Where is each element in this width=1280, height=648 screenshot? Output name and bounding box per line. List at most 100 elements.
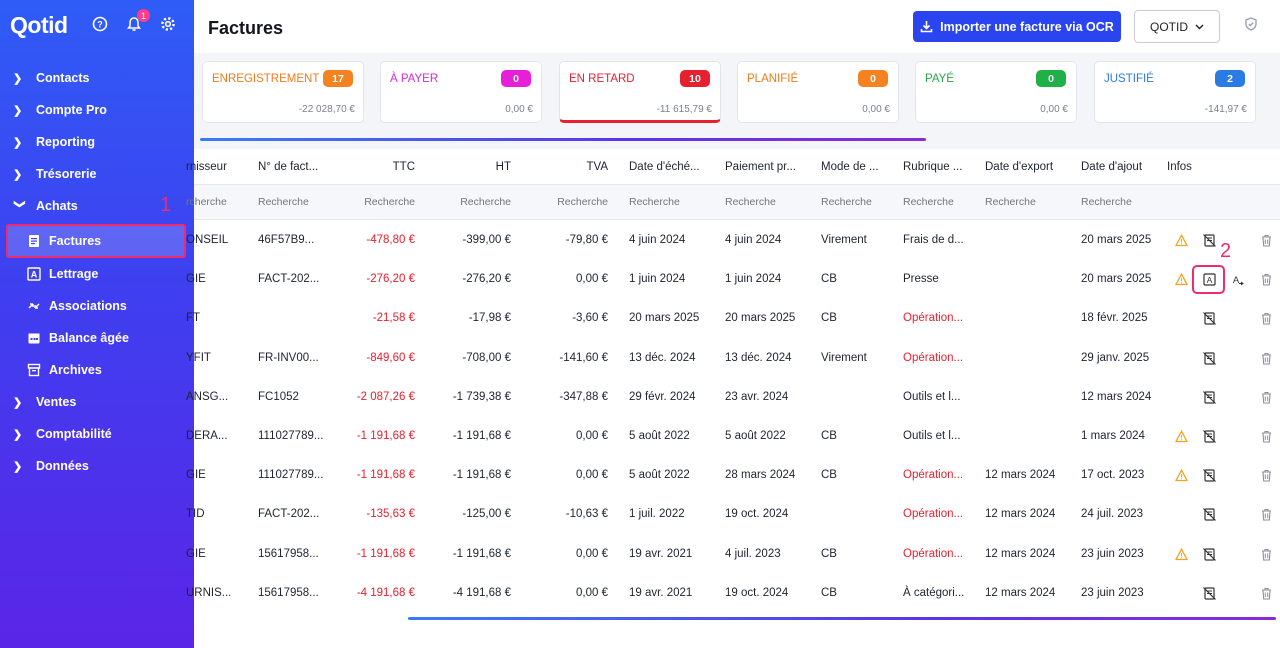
table-row[interactable]: GIE 15617958... -1 191,68 € -1 191,68 € 0,00… [186,535,1280,574]
trash-icon[interactable] [1260,430,1273,443]
column-header[interactable]: Infos [1167,161,1192,173]
sidebar-item-achats[interactable]: ❯ Achats [0,190,194,222]
trash-icon[interactable] [1260,469,1273,482]
column-header[interactable]: Rubrique ... [903,161,963,173]
sidebar-subitem-label: Factures [49,234,102,248]
status-card[interactable]: PAYÉ 0 0,00 € [915,61,1077,123]
trash-icon[interactable] [1260,312,1273,325]
cell-ttc: -2 087,26 € [356,391,415,403]
sidebar-item-donnees[interactable]: ❯ Données [0,450,194,482]
column-header[interactable]: Mode de ... [821,161,879,173]
status-card[interactable]: JUSTIFIÉ 2 -141,97 € [1094,61,1256,123]
sidebar-subitem-factures[interactable]: Factures [6,224,186,258]
app-logo[interactable]: Qotid [10,12,68,38]
warning-icon[interactable] [1175,469,1188,482]
no-receipt-icon[interactable] [1203,430,1216,443]
cell-mode: Virement [821,234,867,246]
sidebar-subitem-balance-agee[interactable]: Balance âgée [0,322,194,354]
warning-icon[interactable] [1175,273,1188,286]
lettrage-icon[interactable]: A [1203,273,1216,286]
cell-fournisseur: FT [186,312,201,324]
column-header[interactable]: Date d'export [985,161,1054,173]
sidebar-item-reporting[interactable]: ❯ Reporting [0,126,194,158]
bell-icon[interactable]: 1 [124,9,150,34]
column-search-input[interactable] [186,196,266,208]
trash-icon[interactable] [1260,548,1273,561]
column-search-input[interactable] [1081,196,1161,208]
status-card[interactable]: À PAYER 0 0,00 € [380,61,542,123]
status-card[interactable]: ENREGISTREMENT 17 -22 028,70 € [202,61,364,123]
sidebar-item-compte-pro[interactable]: ❯ Compte Pro [0,94,194,126]
no-receipt-icon[interactable] [1203,469,1216,482]
warning-icon[interactable] [1175,430,1188,443]
cards-scrollbar[interactable] [200,138,926,141]
column-header[interactable]: Date d'ajout [1081,161,1143,173]
column-search-input[interactable] [629,196,709,208]
column-search-input[interactable] [528,196,608,208]
status-card[interactable]: PLANIFIÉ 0 0,00 € [737,61,899,123]
column-header[interactable]: TTC [392,161,415,173]
import-ocr-label: Importer une facture via OCR [940,19,1114,34]
cell-ajout: 23 juin 2023 [1081,548,1144,560]
table-row[interactable]: GIE 111027789... -1 191,68 € -1 191,68 € 0,0… [186,456,1280,495]
import-ocr-button[interactable]: Importer une facture via OCR [913,11,1121,42]
column-header[interactable]: HT [495,161,511,173]
table-row[interactable]: ONSEIL 46F57B9... -478,80 € -399,00 € -79,80… [186,221,1280,260]
cell-paiement: 19 oct. 2024 [725,587,789,599]
warning-icon[interactable] [1175,548,1188,561]
column-header[interactable]: Date d'éché... [629,161,700,173]
cell-ajout: 17 oct. 2023 [1081,469,1145,481]
shield-icon[interactable] [1244,17,1258,31]
table-row[interactable]: TID FACT-202... -135,63 € -125,00 € -10,63 €… [186,495,1280,534]
sidebar-subitem-archives[interactable]: Archives [0,354,194,386]
no-receipt-icon[interactable] [1203,587,1216,600]
trash-icon[interactable] [1260,352,1273,365]
column-header[interactable]: rnisseur [186,161,227,173]
no-receipt-icon[interactable] [1203,391,1216,404]
gear-icon[interactable] [158,14,178,34]
archive-icon [27,363,41,377]
trash-icon[interactable] [1260,234,1273,247]
cell-fournisseur: YFIT [186,352,211,364]
trash-icon[interactable] [1260,587,1273,600]
cell-ht: -399,00 € [462,234,511,246]
no-receipt-icon[interactable] [1203,352,1216,365]
no-receipt-icon[interactable] [1203,312,1216,325]
trash-icon[interactable] [1260,391,1273,404]
cell-ttc: -4 191,68 € [356,587,415,599]
unlettrage-icon[interactable]: A [1231,273,1244,286]
column-search-input[interactable] [258,196,338,208]
table-row[interactable]: DERA... 111027789... -1 191,68 € -1 191,68 … [186,417,1280,456]
warning-icon[interactable] [1175,234,1188,247]
trash-icon[interactable] [1260,508,1273,521]
column-header[interactable]: Paiement pr... [725,161,796,173]
table-row[interactable]: GIE FACT-202... -276,20 € -276,20 € 0,00 € 1 … [186,260,1280,299]
column-search-input[interactable] [821,196,901,208]
no-receipt-icon[interactable] [1203,508,1216,521]
column-search-input[interactable] [725,196,805,208]
column-search-input[interactable] [903,196,983,208]
no-receipt-icon[interactable] [1203,548,1216,561]
trash-icon[interactable] [1260,273,1273,286]
sidebar-item-contacts[interactable]: ❯ Contacts [0,62,194,94]
help-icon[interactable]: ? [90,14,110,34]
sidebar-subitem-associations[interactable]: Associations [0,290,194,322]
table-row[interactable]: FT -21,58 € -17,98 € -3,60 € 20 mars 2025 20 … [186,299,1280,338]
table-row[interactable]: YFIT FR-INV00... -849,60 € -708,00 € -141,60… [186,339,1280,378]
column-search-input[interactable] [334,196,415,208]
column-header[interactable]: N° de fact... [258,161,319,173]
no-receipt-icon[interactable] [1203,234,1216,247]
column-header[interactable]: TVA [586,161,608,173]
cell-ht: -708,00 € [462,352,511,364]
column-search-input[interactable] [985,196,1065,208]
sidebar-item-ventes[interactable]: ❯ Ventes [0,386,194,418]
sidebar-item-tresorerie[interactable]: ❯ Trésorerie [0,158,194,190]
table-row[interactable]: URNIS... 15617958... -4 191,68 € -4 191,68 … [186,574,1280,613]
sidebar-subitem-lettrage[interactable]: A Lettrage [0,258,194,290]
company-selector[interactable]: QOTID [1134,10,1220,43]
status-card[interactable]: EN RETARD 10 -11 615,79 € [559,61,721,123]
column-search-input[interactable] [434,196,511,208]
table-scrollbar[interactable] [408,617,1276,620]
sidebar-item-comptabilite[interactable]: ❯ Comptabilité [0,418,194,450]
table-row[interactable]: ANSG... FC1052 -2 087,26 € -1 739,38 € -347,… [186,378,1280,417]
